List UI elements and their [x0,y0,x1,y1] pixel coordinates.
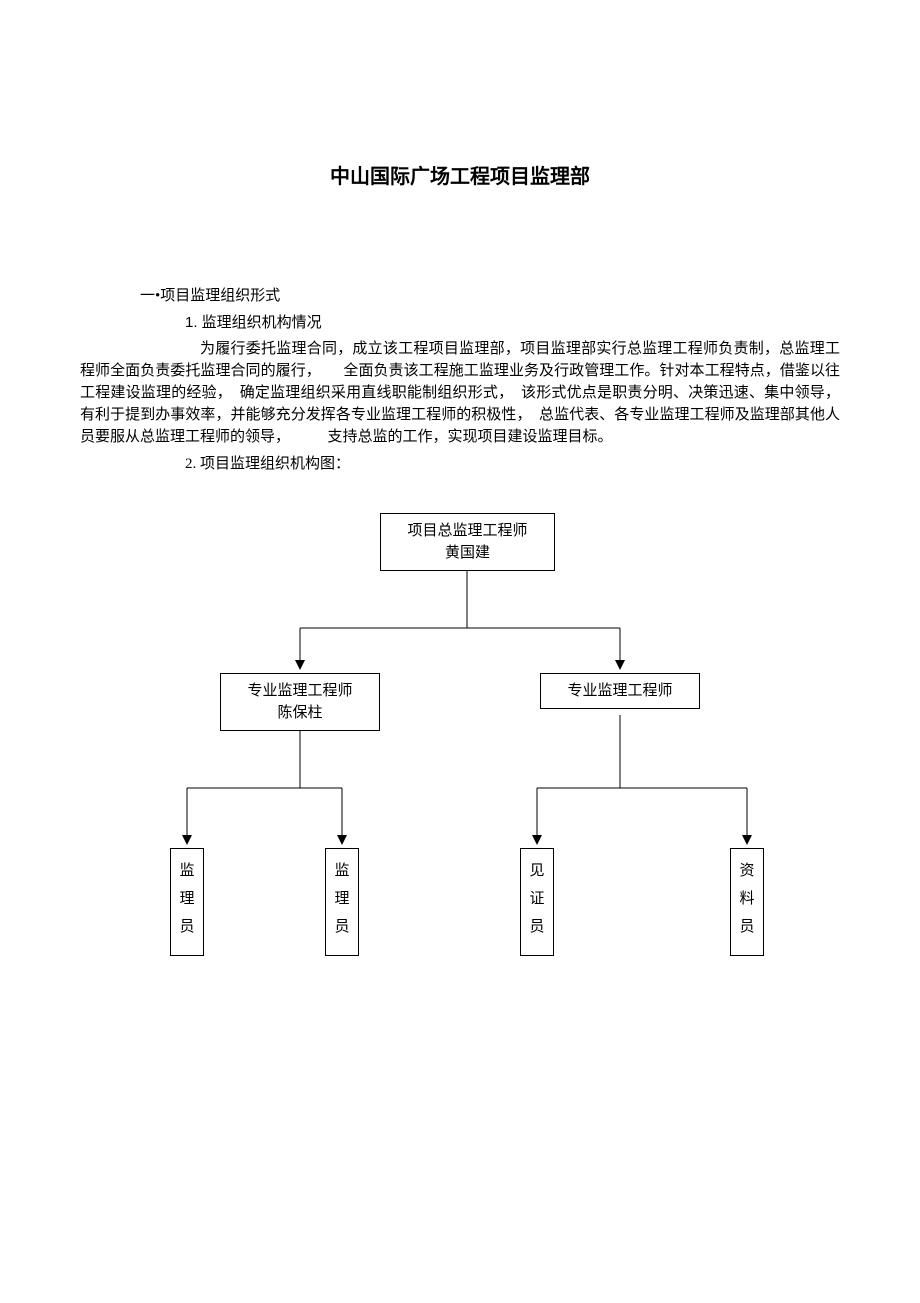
org-node-l3-3: 资料员 [730,848,764,956]
org-node-l3-0: 监理员 [170,848,204,956]
org-node-l3-2: 见证员 [520,848,554,956]
body-paragraph-1: 为履行委托监理合同，成立该工程项目监理部，项目监理部实行总监理工程师负责制，总监… [80,338,840,448]
org-node-l2-1: 专业监理工程师 [540,673,700,709]
subsection-heading-1-1: 1. 监理组织机构情况 [185,311,840,332]
org-node-l3-1: 监理员 [325,848,359,956]
subsection-heading-1-2: 2. 项目监理组织机构图： [185,452,840,473]
document-title: 中山国际广场工程项目监理部 [80,160,840,189]
org-node-root-title: 项目总监理工程师 [391,520,544,542]
org-node-l2-0: 专业监理工程师 陈保柱 [220,673,380,731]
org-node-l2-1-title: 专业监理工程师 [551,680,689,702]
org-node-l2-0-title: 专业监理工程师 [231,680,369,702]
org-node-l2-0-name: 陈保柱 [231,702,369,724]
org-chart: 项目总监理工程师 黄国建 专业监理工程师 陈保柱 专业监理工程师 监理员 监理员… [80,513,840,983]
section-heading-1: 一•项目监理组织形式 [140,284,840,305]
org-node-root-name: 黄国建 [391,542,544,564]
org-node-root: 项目总监理工程师 黄国建 [380,513,555,571]
